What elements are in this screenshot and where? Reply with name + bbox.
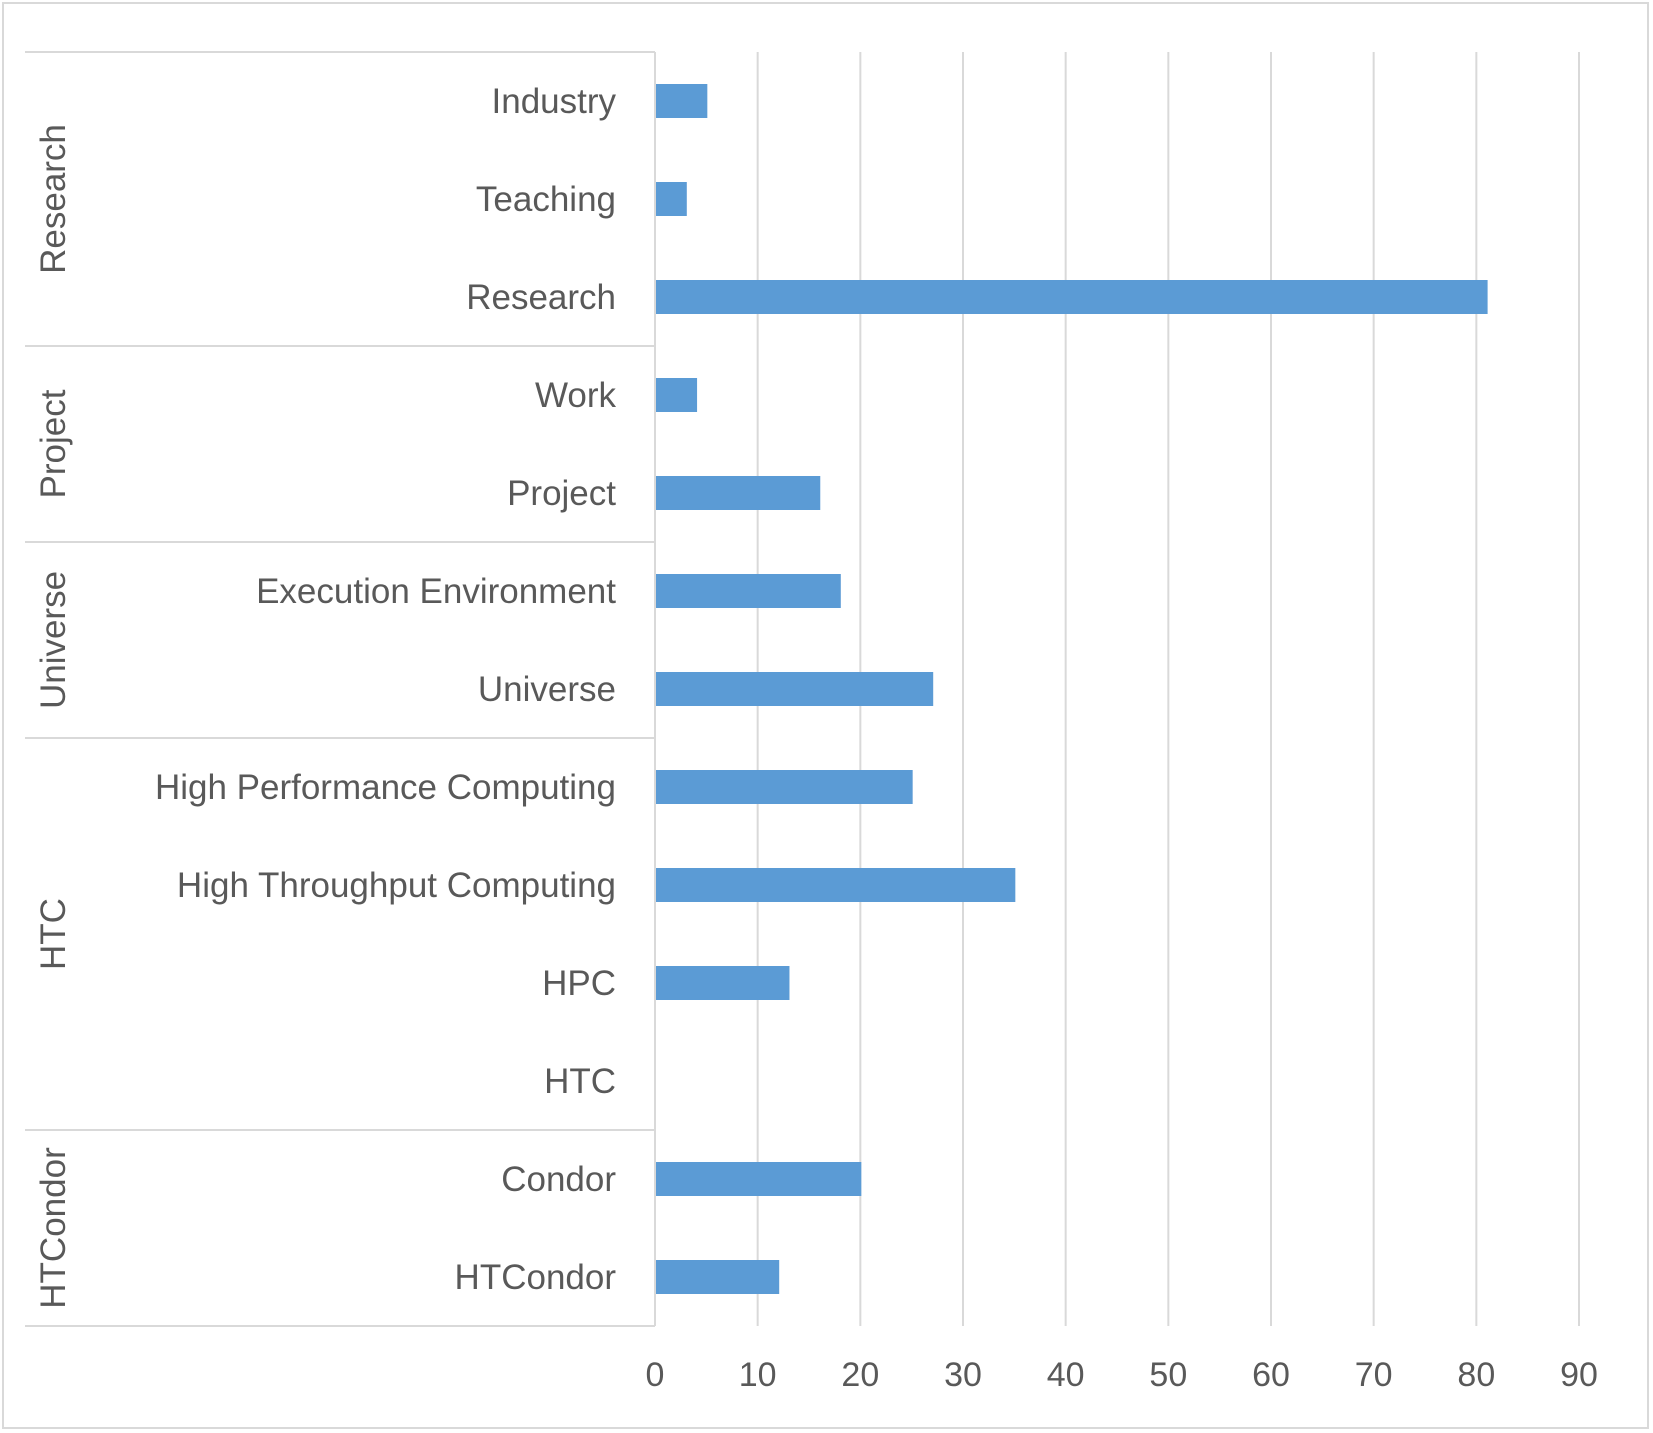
x-tick-label: 20 bbox=[841, 1356, 879, 1394]
group-label: Universe bbox=[34, 571, 73, 709]
category-label: Industry bbox=[492, 82, 617, 121]
x-tick-label: 70 bbox=[1355, 1356, 1393, 1394]
group-label: HTCondor bbox=[34, 1147, 73, 1309]
x-tick-label: 50 bbox=[1149, 1356, 1187, 1394]
category-label: HTC bbox=[544, 1062, 616, 1101]
bar bbox=[656, 378, 698, 412]
group-label: Project bbox=[34, 389, 73, 498]
bar bbox=[656, 770, 913, 804]
category-label: Work bbox=[535, 376, 617, 415]
bar bbox=[656, 574, 841, 608]
x-tick-label: 60 bbox=[1252, 1356, 1290, 1394]
bar bbox=[656, 280, 1488, 314]
bar bbox=[656, 1162, 862, 1196]
bar bbox=[656, 476, 821, 510]
bar bbox=[656, 966, 790, 1000]
category-label: Condor bbox=[501, 1160, 616, 1199]
x-tick-label: 10 bbox=[739, 1356, 777, 1394]
category-label: Project bbox=[507, 474, 616, 513]
category-label: Research bbox=[466, 278, 616, 317]
bar bbox=[656, 868, 1016, 902]
bar bbox=[656, 182, 687, 216]
category-label: Execution Environment bbox=[256, 572, 616, 611]
group-label: HTC bbox=[34, 898, 73, 970]
x-tick-label: 40 bbox=[1047, 1356, 1085, 1394]
category-label: HPC bbox=[542, 964, 616, 1003]
group-label: Research bbox=[34, 124, 73, 274]
category-label: High Throughput Computing bbox=[177, 866, 616, 905]
x-tick-label: 30 bbox=[944, 1356, 982, 1394]
category-label: HTCondor bbox=[455, 1258, 617, 1297]
x-tick-label: 80 bbox=[1457, 1356, 1495, 1394]
category-label: Teaching bbox=[476, 180, 616, 219]
x-tick-label: 90 bbox=[1560, 1356, 1598, 1394]
x-tick-label: 0 bbox=[646, 1356, 665, 1394]
bar bbox=[656, 672, 934, 706]
category-label: Universe bbox=[478, 670, 616, 709]
bar bbox=[656, 1260, 780, 1294]
category-label: High Performance Computing bbox=[155, 768, 616, 807]
bar bbox=[656, 84, 708, 118]
